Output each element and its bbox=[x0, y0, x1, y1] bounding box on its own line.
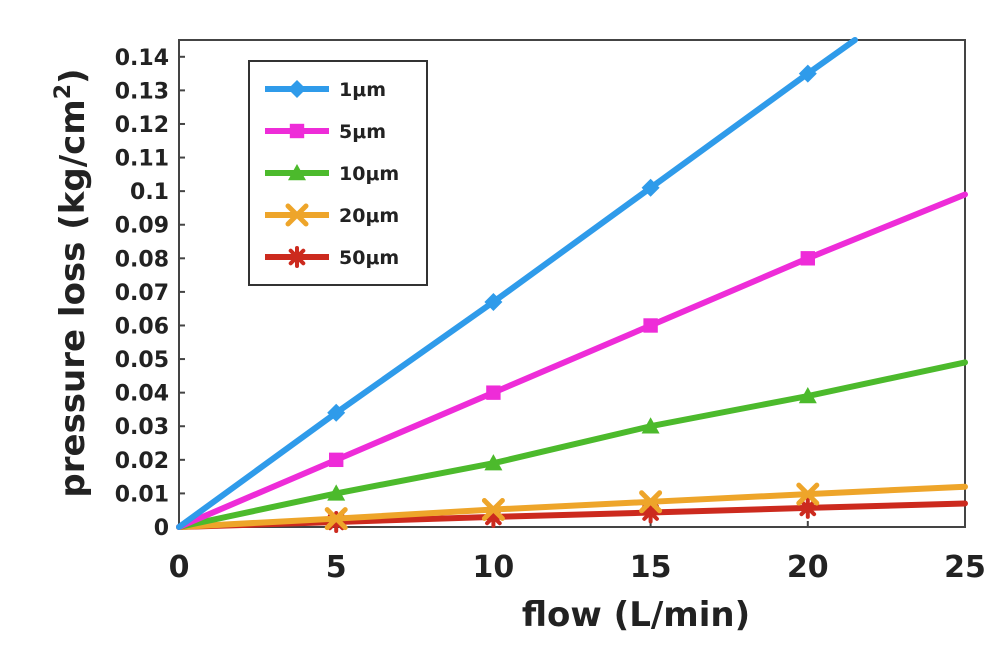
legend-marker bbox=[289, 123, 305, 139]
series-line bbox=[176, 191, 968, 530]
data-point bbox=[327, 403, 346, 422]
data-point bbox=[798, 64, 817, 83]
legend-marker bbox=[285, 203, 309, 227]
y-tick-label: 0.1 bbox=[130, 180, 169, 205]
y-tick-label: 0.06 bbox=[115, 314, 169, 339]
plot-area bbox=[178, 39, 966, 528]
y-tick-label: 0.01 bbox=[115, 482, 169, 507]
y-tick-label: 0.13 bbox=[115, 79, 169, 104]
legend-label: 1μm bbox=[339, 79, 386, 101]
data-point bbox=[329, 452, 344, 468]
y-tick-label: 0.03 bbox=[115, 415, 169, 440]
series-layer bbox=[176, 37, 968, 533]
data-point bbox=[798, 387, 817, 404]
y-tick-label: 0.02 bbox=[115, 449, 169, 474]
series-5m bbox=[176, 191, 968, 530]
y-axis-ticks: 0 0.01 0.02 0.03 0.04 0.05 0.06 0.07 0.08 0.09 0.1… bbox=[115, 46, 185, 541]
legend-label: 20μm bbox=[339, 205, 399, 227]
series-10m bbox=[176, 359, 968, 530]
series-line bbox=[176, 359, 968, 530]
data-point bbox=[482, 505, 505, 528]
y-tick-label: 0.08 bbox=[115, 247, 169, 272]
legend-item: 20μm bbox=[265, 203, 399, 227]
y-axis-title-main: pressure loss (kg/cm bbox=[53, 99, 93, 497]
series-line bbox=[176, 37, 858, 530]
y-axis-title-close: ) bbox=[53, 68, 93, 84]
data-point bbox=[643, 318, 658, 333]
legend-item: 5μm bbox=[265, 121, 386, 143]
x-tick-label: 25 bbox=[944, 550, 986, 585]
data-point bbox=[327, 484, 346, 501]
data-point bbox=[639, 490, 663, 514]
y-tick-label: 0.11 bbox=[115, 147, 169, 172]
data-point bbox=[796, 482, 820, 506]
legend-marker bbox=[286, 246, 308, 268]
data-point bbox=[796, 496, 819, 519]
y-tick-label: 0.12 bbox=[115, 113, 169, 138]
series-1m bbox=[176, 37, 858, 530]
legend-label: 10μm bbox=[339, 163, 399, 185]
legend-item: 10μm bbox=[265, 163, 399, 185]
x-tick-label: 0 bbox=[169, 550, 190, 585]
y-tick-label: 0.07 bbox=[115, 281, 169, 306]
y-tick-label: 0 bbox=[154, 516, 169, 541]
x-tick-label: 10 bbox=[473, 550, 515, 585]
x-axis-title: flow (L/min) bbox=[522, 595, 750, 635]
legend-marker bbox=[288, 80, 306, 98]
x-axis-ticks: 0 5 10 15 20 25 bbox=[169, 521, 986, 585]
data-point bbox=[639, 501, 662, 524]
x-tick-label: 20 bbox=[787, 550, 829, 585]
legend-label: 50μm bbox=[339, 247, 399, 269]
legend-item: 50μm bbox=[265, 246, 399, 269]
data-point bbox=[324, 507, 348, 531]
y-axis-title: pressure loss (kg/cm2) bbox=[51, 68, 93, 497]
data-point bbox=[484, 454, 503, 471]
y-tick-label: 0.04 bbox=[115, 382, 169, 407]
legend: 1μm 5μm 10μm 20μm 50μm bbox=[248, 60, 428, 286]
legend-item: 1μm bbox=[265, 79, 386, 101]
data-point bbox=[486, 385, 501, 400]
y-tick-label: 0.05 bbox=[115, 348, 169, 373]
data-point bbox=[641, 178, 660, 197]
x-tick-label: 15 bbox=[630, 550, 672, 585]
data-point bbox=[641, 417, 660, 434]
y-tick-label: 0.14 bbox=[115, 46, 169, 71]
series-line bbox=[176, 483, 968, 530]
y-tick-label: 0.09 bbox=[115, 214, 169, 239]
y-axis-title-sup: 2 bbox=[51, 84, 76, 99]
legend-marker bbox=[288, 164, 306, 181]
legend-label: 5μm bbox=[339, 121, 386, 143]
data-point bbox=[484, 292, 503, 311]
data-point bbox=[481, 498, 505, 522]
x-tick-label: 5 bbox=[326, 550, 347, 585]
data-point bbox=[800, 251, 815, 266]
series-20m bbox=[176, 482, 968, 531]
